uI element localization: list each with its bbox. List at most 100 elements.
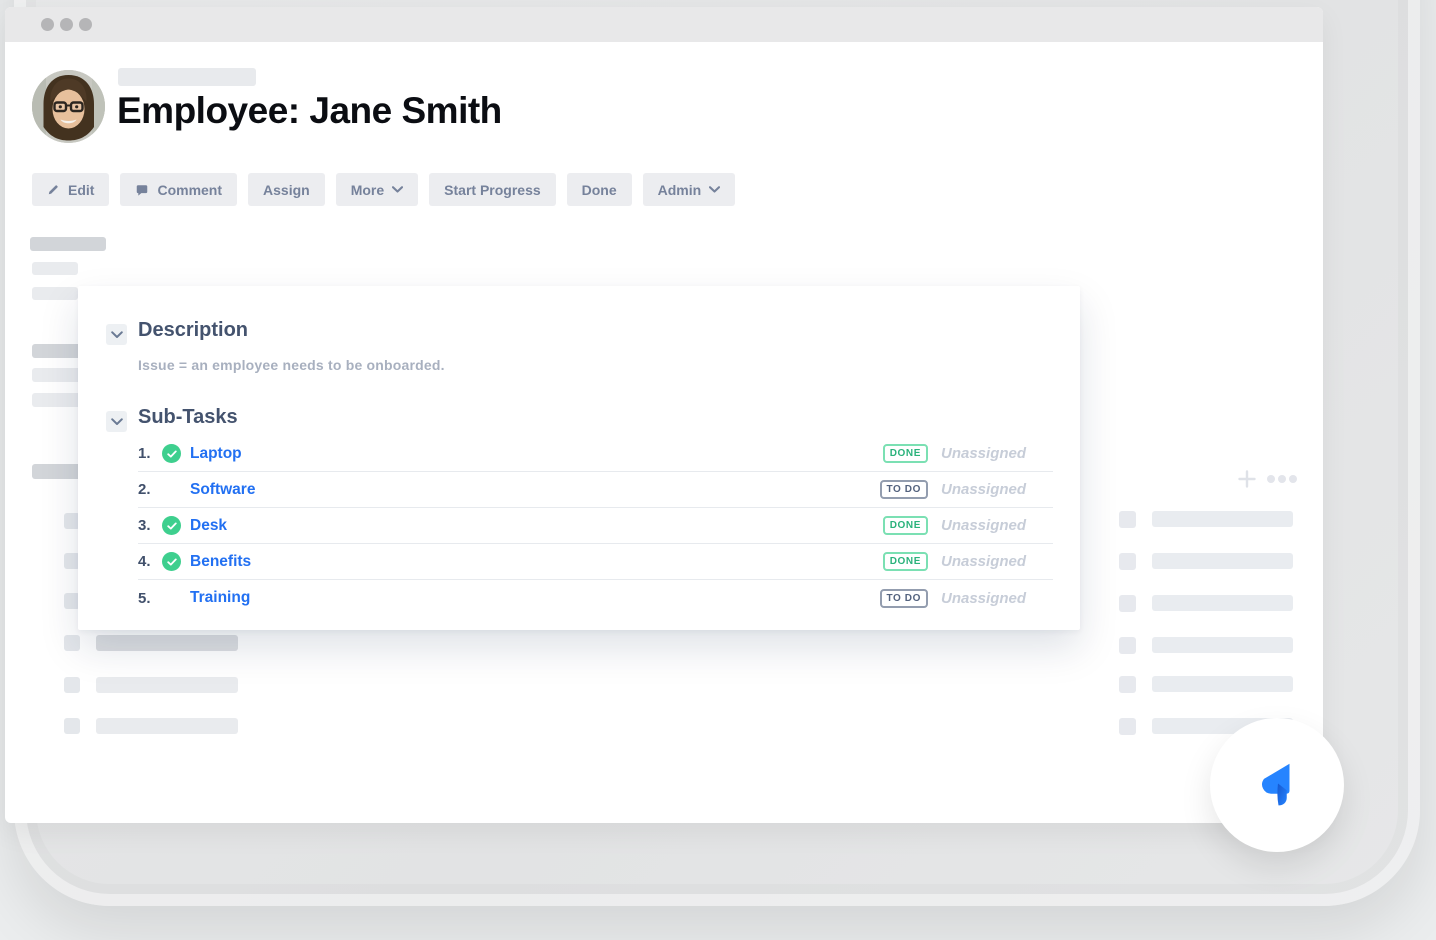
ellipsis-icon[interactable] [1267, 475, 1297, 483]
chevron-down-icon [110, 330, 123, 338]
status-badge-col: DONE [882, 552, 928, 571]
button-label: Admin [657, 181, 702, 198]
placeholder-bar [96, 635, 238, 651]
assignee-label: Unassigned [941, 553, 1027, 570]
status-badge-col: TO DO [879, 480, 928, 499]
check-placeholder [162, 589, 181, 608]
placeholder-bar [1152, 637, 1293, 653]
chevron-down-icon [709, 186, 721, 193]
status-badge-col: DONE [882, 444, 928, 463]
subtask-link[interactable]: Laptop [190, 444, 242, 462]
check-icon [162, 552, 181, 571]
admin-button[interactable]: Admin [642, 173, 736, 206]
subtask-row: 1. Laptop DONE Unassigned [138, 436, 1053, 472]
window-control-dot[interactable] [41, 18, 54, 31]
placeholder-bar [32, 464, 82, 479]
pencil-icon [48, 185, 58, 195]
status-badge-col: TO DO [879, 588, 928, 608]
subtask-row: 2. Software TO DO Unassigned [138, 472, 1053, 508]
placeholder-bar [1152, 511, 1293, 527]
placeholder-square [64, 718, 80, 734]
window-control-dot[interactable] [79, 18, 92, 31]
chevron-down-icon [392, 186, 404, 193]
subtask-row: 5. Training TO DO Unassigned [138, 580, 1053, 616]
assignee-label: Unassigned [941, 517, 1027, 534]
subtask-row: 4. Benefits DONE Unassigned [138, 544, 1053, 580]
subtask-link[interactable]: Software [190, 480, 256, 498]
placeholder-square [64, 593, 80, 609]
subtasks-collapse-toggle[interactable] [106, 411, 127, 432]
placeholder-bar [96, 677, 238, 693]
description-heading: Description [138, 319, 249, 341]
status-badge-col: DONE [882, 516, 928, 535]
placeholder-bar [32, 262, 78, 275]
status-badge: DONE [882, 444, 928, 463]
subtask-number: 1. [138, 445, 151, 462]
done-button[interactable]: Done [566, 173, 632, 206]
status-badge: DONE [882, 516, 928, 535]
placeholder-square [1119, 676, 1136, 693]
avatar-portrait [32, 70, 105, 143]
button-label: Assign [263, 181, 310, 198]
chevron-down-icon [110, 417, 123, 425]
toolbar: Edit Comment Assign More Start Progress … [32, 173, 736, 206]
subtask-link[interactable]: Benefits [190, 552, 252, 570]
status-badge: DONE [882, 552, 928, 571]
subtask-number: 4. [138, 553, 151, 570]
issue-detail-card: Description Issue = an employee needs to… [78, 286, 1080, 630]
status-badge: TO DO [879, 480, 928, 499]
placeholder-square [64, 513, 80, 529]
jira-logo-mark [1262, 763, 1290, 806]
jira-logo [1210, 718, 1344, 852]
placeholder-bar [32, 393, 82, 407]
button-label: Done [581, 181, 617, 198]
edit-button[interactable]: Edit [32, 173, 110, 206]
placeholder-bar [30, 237, 106, 251]
placeholder-square [1119, 553, 1136, 570]
placeholder-bar [1152, 595, 1293, 611]
placeholder-square [64, 635, 80, 651]
placeholder-square [64, 553, 80, 569]
check-icon [162, 516, 181, 535]
title-placeholder-bar [118, 68, 256, 86]
window-control-dot[interactable] [60, 18, 73, 31]
assignee-label: Unassigned [941, 589, 1027, 607]
subtask-number: 3. [138, 517, 151, 534]
start-progress-button[interactable]: Start Progress [429, 173, 556, 206]
placeholder-square [1119, 595, 1136, 612]
check-placeholder [162, 480, 181, 499]
window-titlebar [5, 7, 1323, 42]
check-icon [162, 444, 181, 463]
button-label: More [350, 181, 385, 198]
page-title: Employee: Jane Smith [117, 90, 502, 131]
subtask-number: 2. [138, 481, 151, 498]
placeholder-square [64, 677, 80, 693]
subtasks-heading: Sub-Tasks [138, 406, 238, 428]
description-body: Issue = an employee needs to be onboarde… [138, 357, 445, 373]
placeholder-bar [96, 718, 238, 734]
comment-button[interactable]: Comment [120, 173, 238, 206]
assign-button[interactable]: Assign [248, 173, 325, 206]
more-button[interactable]: More [335, 173, 419, 206]
subtask-list: 1. Laptop DONE Unassigned 2. Software TO… [138, 436, 1053, 616]
button-label: Edit [68, 181, 95, 198]
placeholder-bar [1152, 553, 1293, 569]
subtask-row: 3. Desk DONE Unassigned [138, 508, 1053, 544]
description-collapse-toggle[interactable] [106, 324, 127, 345]
avatar [32, 70, 105, 143]
assignee-label: Unassigned [941, 445, 1027, 462]
subtask-link[interactable]: Desk [190, 516, 228, 534]
placeholder-square [1119, 637, 1136, 654]
status-badge: TO DO [879, 588, 928, 608]
button-label: Start Progress [444, 181, 541, 198]
subtask-link[interactable]: Training [190, 589, 251, 606]
placeholder-bar [1152, 676, 1293, 692]
placeholder-bar [32, 344, 82, 358]
comment-icon [137, 184, 148, 196]
placeholder-bar [32, 287, 78, 300]
panel-actions [1237, 469, 1297, 489]
plus-icon[interactable] [1237, 469, 1257, 489]
placeholder-bar [32, 368, 82, 382]
placeholder-square [1119, 718, 1136, 735]
browser-window: Employee: Jane Smith Edit Comment Assign… [5, 7, 1344, 852]
